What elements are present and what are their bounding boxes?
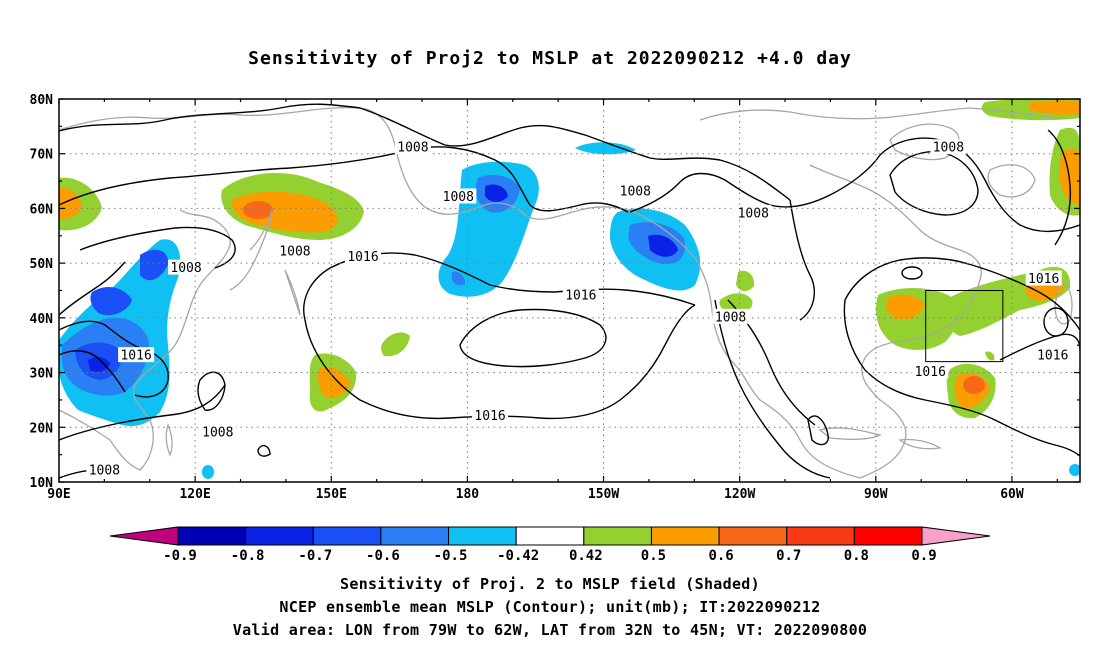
colorbar-box xyxy=(583,526,652,546)
colorbar-box xyxy=(245,526,314,546)
colorbar-box xyxy=(312,526,382,546)
lat-label: 50N xyxy=(30,257,54,272)
valid-area-box xyxy=(925,290,1004,363)
colorbar-tick-label: -0.9 xyxy=(163,548,197,564)
colorbar-box xyxy=(380,526,450,546)
contour-label: 1016 xyxy=(474,409,505,424)
contour-label: 1008 xyxy=(443,190,474,205)
lat-label: 80N xyxy=(30,93,54,108)
contour-label: 1016 xyxy=(1028,272,1059,287)
lon-label: 150W xyxy=(588,487,619,502)
sensitivity-shading xyxy=(59,99,1080,479)
contour-label: 1008 xyxy=(279,245,310,260)
colorbar-box xyxy=(718,526,788,546)
mslp-contours xyxy=(59,103,1080,479)
latitude-labels: 80N 70N 60N 50N 40N 30N 20N 10N xyxy=(30,93,54,491)
colorbar-tick-label: 0.9 xyxy=(911,548,936,564)
lat-label: 30N xyxy=(30,367,54,382)
caption-block: Sensitivity of Proj. 2 to MSLP field (Sh… xyxy=(0,573,1100,642)
contour-label: 1016 xyxy=(565,288,596,303)
contour-label: 1016 xyxy=(347,250,378,265)
colorbar-tick-label: -0.8 xyxy=(231,548,265,564)
contour-label-bg xyxy=(712,308,749,324)
contour-label-bg xyxy=(118,347,155,363)
contour-label: 1016 xyxy=(1037,349,1068,364)
colorbar-box xyxy=(448,526,517,546)
colorbar-box xyxy=(650,526,720,546)
contour-label-bg xyxy=(1034,347,1071,363)
contour-label-bg xyxy=(345,248,382,264)
contour-label: 1008 xyxy=(397,141,428,156)
chart-title: Sensitivity of Proj2 to MSLP at 20220902… xyxy=(248,48,852,69)
lon-label: 120E xyxy=(179,487,210,502)
lat-label: 20N xyxy=(30,421,54,436)
colorbar-box xyxy=(177,526,247,546)
contour-label-bg xyxy=(617,183,654,199)
contour-label-bg xyxy=(1025,270,1062,286)
contour-label-bg xyxy=(86,462,123,478)
colorbar-low-triangle xyxy=(109,526,179,546)
lon-label: 180 xyxy=(456,487,480,502)
contour-label: 1008 xyxy=(89,464,120,479)
colorbar-tick-label: 0.42 xyxy=(569,548,603,564)
contour-label-bg xyxy=(562,286,599,302)
colorbar-box xyxy=(853,526,923,546)
colorbar-tick-label: 0.7 xyxy=(776,548,801,564)
contour-label: 1008 xyxy=(620,185,651,200)
colorbar-tick-label: 0.8 xyxy=(844,548,869,564)
lon-label: 90W xyxy=(864,487,888,502)
colorbar-tick-label: -0.7 xyxy=(298,548,332,564)
contour-label: 1008 xyxy=(933,141,964,156)
colorbar-tick-label: -0.6 xyxy=(366,548,400,564)
lat-label: 70N xyxy=(30,148,54,163)
lon-label: 60W xyxy=(1000,487,1024,502)
colorbar-tick-label: 0.5 xyxy=(641,548,666,564)
colorbar xyxy=(109,526,991,546)
colorbar-box xyxy=(515,526,585,546)
caption-line-1: Sensitivity of Proj. 2 to MSLP field (Sh… xyxy=(340,575,760,593)
contour-label: 1008 xyxy=(170,261,201,276)
contour-label: 1008 xyxy=(715,310,746,325)
contour-label: 1016 xyxy=(120,349,151,364)
lon-label: 150E xyxy=(316,487,347,502)
contour-label-bg xyxy=(440,188,477,204)
colorbar-box xyxy=(786,526,855,546)
contour-label-bg xyxy=(168,259,205,275)
colorbar-high-triangle xyxy=(921,526,991,546)
contour-labels: 1008 1008 1008 1008 1008 1008 1008 1008 1008 1008… xyxy=(86,139,1071,479)
contour-label: 1016 xyxy=(915,365,946,380)
axis-ticks xyxy=(58,98,1080,483)
colorbar-tick-label: -0.42 xyxy=(497,548,539,564)
contour-label: 1008 xyxy=(738,206,769,221)
contour-label-bg xyxy=(912,363,949,379)
lon-label: 90E xyxy=(47,487,70,502)
caption-line-2: NCEP ensemble mean MSLP (Contour); unit(… xyxy=(279,598,821,616)
caption-line-3: Valid area: LON from 79W to 62W, LAT fro… xyxy=(232,621,868,639)
lon-label: 120W xyxy=(724,487,755,502)
contour-label: 1008 xyxy=(202,425,233,440)
lat-label: 40N xyxy=(30,312,54,327)
colorbar-tick-label: 0.6 xyxy=(708,548,733,564)
colorbar-tick-label: -0.5 xyxy=(434,548,468,564)
lat-label: 60N xyxy=(30,202,54,217)
contour-label-bg xyxy=(394,139,431,155)
grid-lines xyxy=(59,99,1080,482)
contour-label-bg xyxy=(472,407,509,423)
longitude-labels: 90E 120E 150E 180 150W 120W 90W 60W xyxy=(47,487,1024,502)
contour-label-bg xyxy=(930,139,967,155)
contour-label-bg xyxy=(276,243,313,259)
contour-label-bg xyxy=(199,423,236,439)
colorbar-labels: -0.9 -0.8 -0.7 -0.6 -0.5 -0.42 0.42 0.5 0.6 0.7 0.… xyxy=(163,548,937,564)
coastlines xyxy=(59,106,1073,479)
lat-label: 10N xyxy=(30,476,54,491)
contour-label-bg xyxy=(735,204,772,220)
